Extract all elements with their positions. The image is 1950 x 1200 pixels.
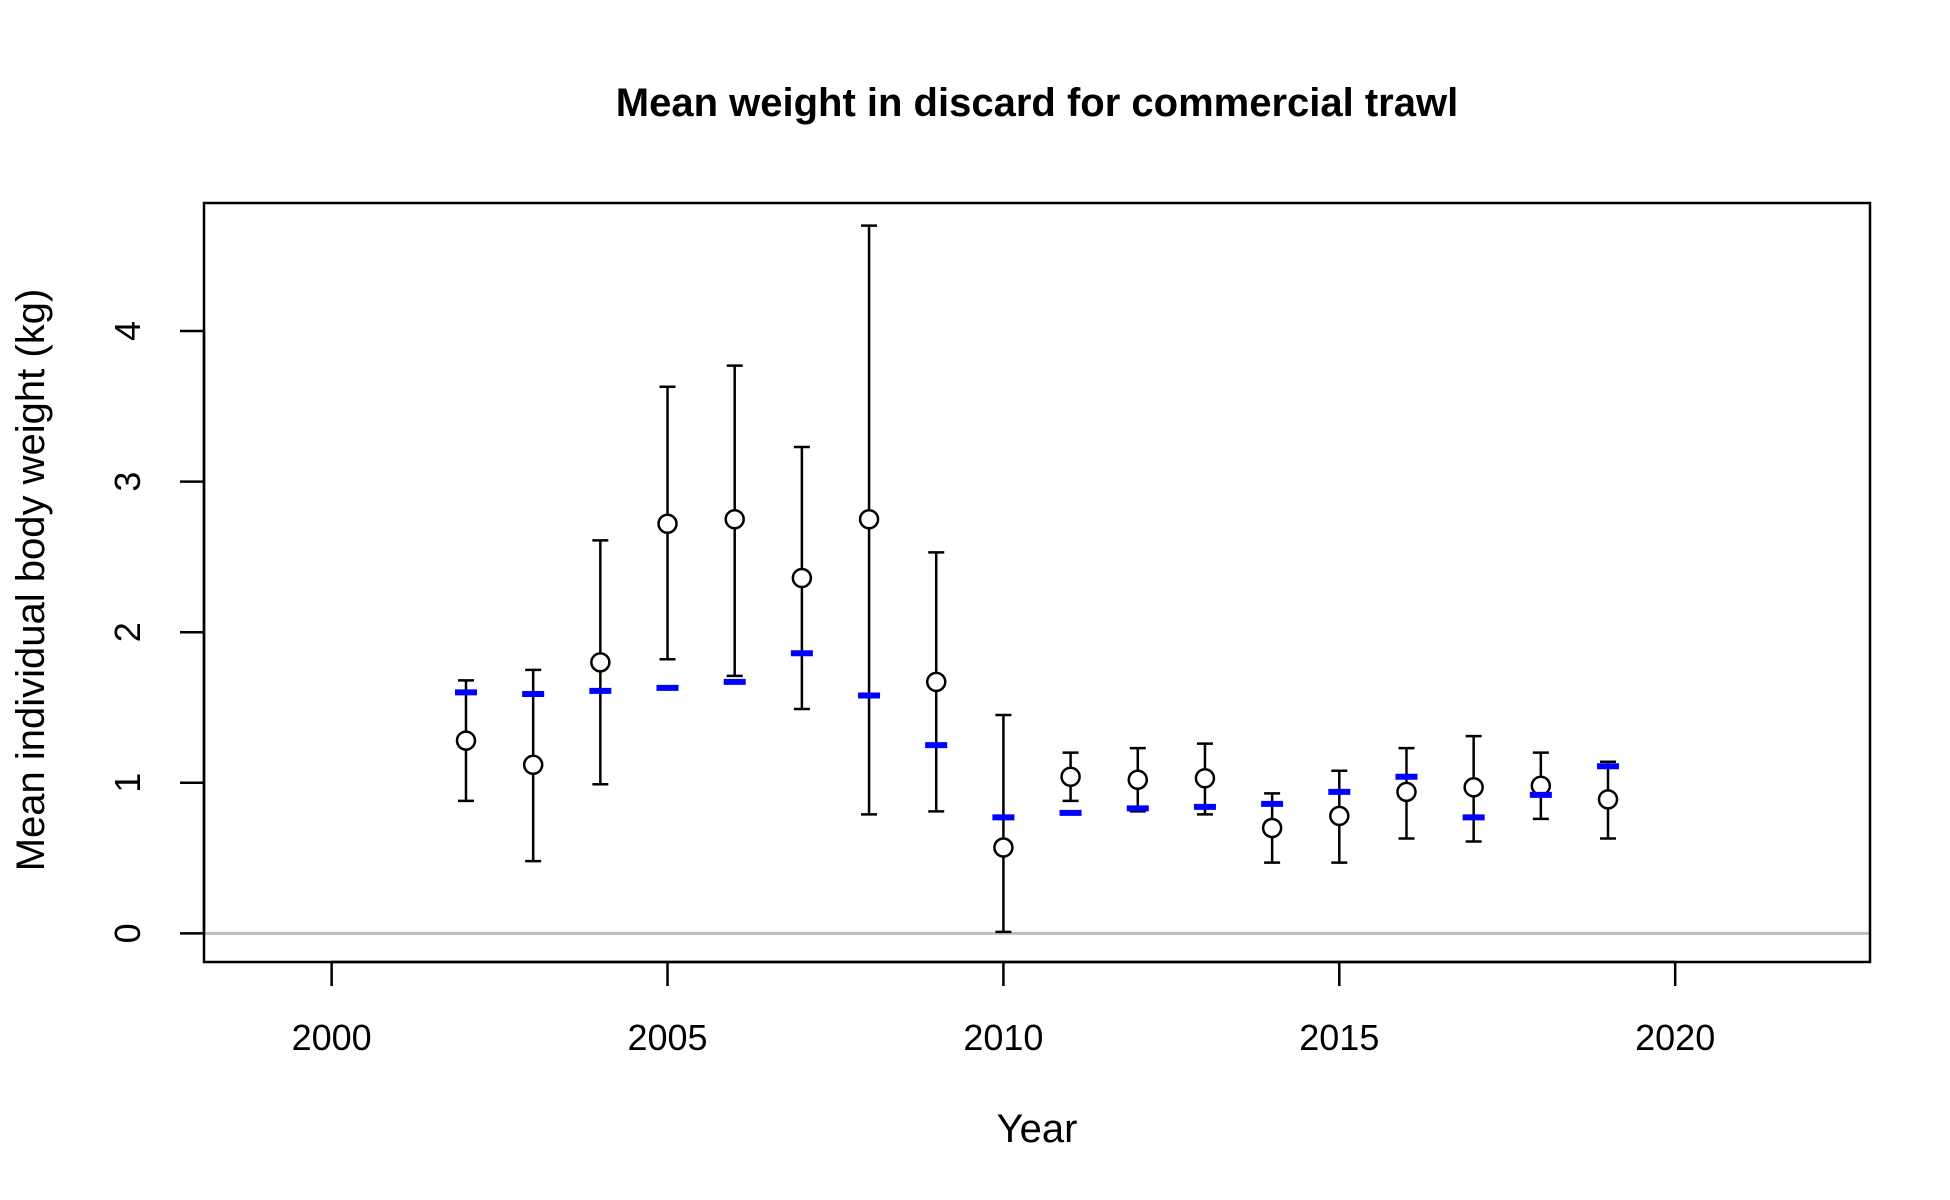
y-axis-label: Mean individual body weight (kg) bbox=[9, 289, 53, 872]
mean-point bbox=[590, 652, 611, 673]
y-tick-label: 2 bbox=[107, 622, 148, 642]
x-tick-label: 2015 bbox=[1299, 1017, 1379, 1058]
mean-point bbox=[1329, 805, 1350, 827]
plot-frame bbox=[202, 201, 1872, 964]
mean-point bbox=[522, 754, 544, 775]
mean-point bbox=[1597, 789, 1619, 810]
mean-point bbox=[1261, 817, 1283, 839]
y-tick-label: 0 bbox=[107, 923, 148, 943]
mean-point bbox=[1127, 769, 1149, 791]
x-tick-label: 2010 bbox=[963, 1017, 1043, 1058]
mean-point bbox=[1396, 781, 1417, 803]
x-axis-label: Year bbox=[997, 1107, 1078, 1151]
x-tick-label: 2000 bbox=[292, 1017, 372, 1058]
mean-point bbox=[791, 567, 813, 589]
mean-point bbox=[925, 671, 947, 693]
mean-point bbox=[724, 509, 745, 530]
mean-point bbox=[993, 837, 1014, 858]
y-tick-label: 4 bbox=[107, 321, 148, 341]
plot-area: 2000 2005 2010 2015 2020 0 1 2 3 4 bbox=[107, 201, 1872, 1058]
mean-point bbox=[858, 509, 880, 530]
y-tick-label: 3 bbox=[107, 472, 148, 492]
x-tick-label: 2005 bbox=[627, 1017, 707, 1058]
y-tick-label: 1 bbox=[107, 773, 148, 793]
mean-point bbox=[1060, 766, 1081, 788]
mean-point bbox=[455, 730, 477, 751]
chart-title: Mean weight in discard for commercial tr… bbox=[616, 81, 1458, 125]
mean-point bbox=[1463, 777, 1484, 798]
x-tick-label: 2020 bbox=[1635, 1017, 1715, 1058]
mean-point bbox=[657, 513, 678, 535]
mean-point bbox=[1194, 768, 1216, 789]
